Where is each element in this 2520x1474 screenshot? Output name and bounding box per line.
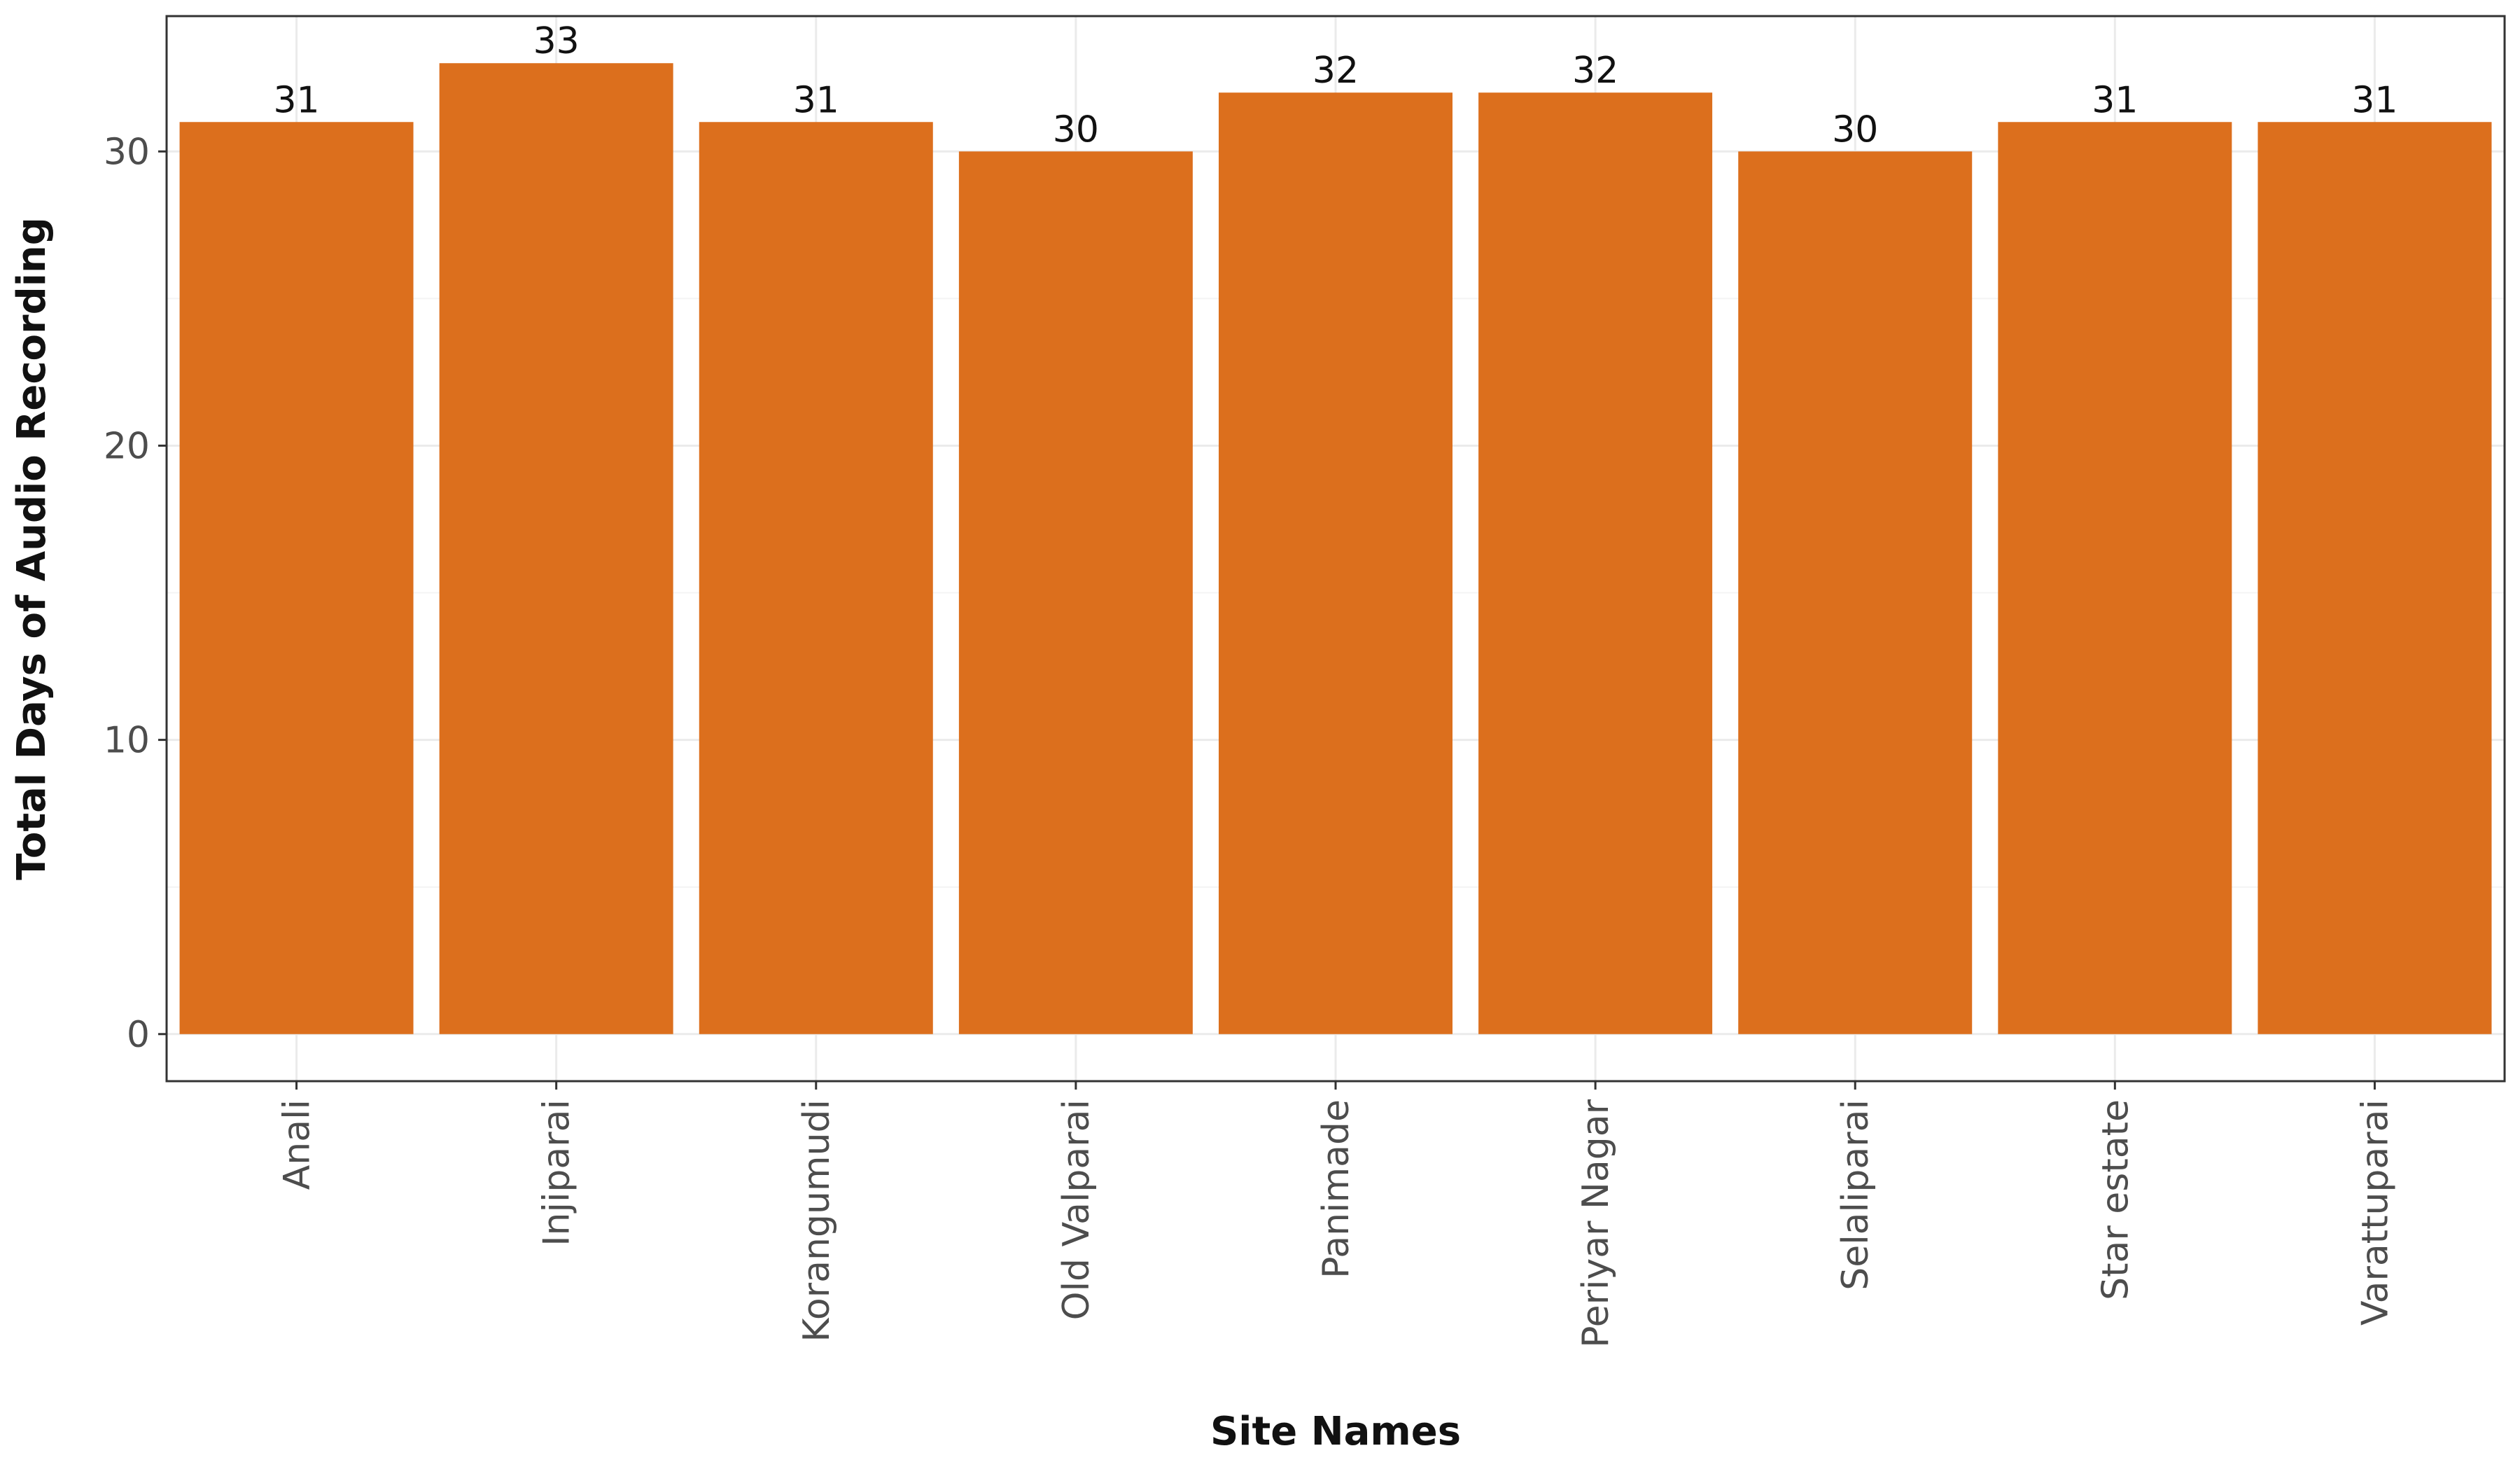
y-axis-title: Total Days of Audio Recording [9, 217, 55, 880]
y-tick-label: 20 [104, 425, 150, 467]
y-tick-label: 30 [104, 131, 150, 173]
x-tick-label: Injiparai [536, 1099, 578, 1246]
data-label: 31 [793, 79, 839, 121]
bar [1998, 122, 2232, 1034]
x-tick-label: Periyar Nagar [1575, 1099, 1617, 1348]
bar [958, 151, 1193, 1034]
data-label: 31 [273, 79, 319, 121]
bar [2258, 122, 2492, 1034]
bar [1478, 92, 1713, 1034]
data-labels: 31 33 31 30 32 32 30 31 31 [273, 20, 2398, 151]
data-label: 32 [1312, 50, 1359, 92]
x-tick-label: Anali [276, 1099, 318, 1190]
y-tick-label: 10 [104, 720, 150, 762]
data-label: 30 [1832, 109, 1878, 151]
bar [439, 63, 673, 1034]
x-tick-label: Varattuparai [2354, 1099, 2396, 1326]
x-tick-label: Old Valparai [1056, 1099, 1098, 1320]
bar [1219, 92, 1452, 1034]
x-tick-label: Star estate [2094, 1099, 2136, 1300]
data-label: 31 [2351, 79, 2398, 121]
bars [179, 63, 2492, 1034]
bar [1738, 151, 1973, 1034]
data-label: 31 [2092, 79, 2138, 121]
data-label: 30 [1053, 109, 1099, 151]
data-label: 32 [1572, 50, 1618, 92]
x-tick-label: Selaliparai [1835, 1099, 1877, 1291]
y-axis: 0 10 20 30 [104, 131, 167, 1056]
bar [699, 122, 933, 1034]
bar [179, 122, 414, 1034]
data-label: 33 [533, 20, 580, 62]
x-axis-title: Site Names [1210, 1409, 1461, 1454]
y-tick-label: 0 [127, 1014, 150, 1056]
x-axis: Anali Injiparai Korangumudi Old Valparai Pan… [276, 1081, 2396, 1348]
x-tick-label: Panimade [1315, 1099, 1357, 1279]
x-tick-label: Korangumudi [796, 1099, 838, 1342]
